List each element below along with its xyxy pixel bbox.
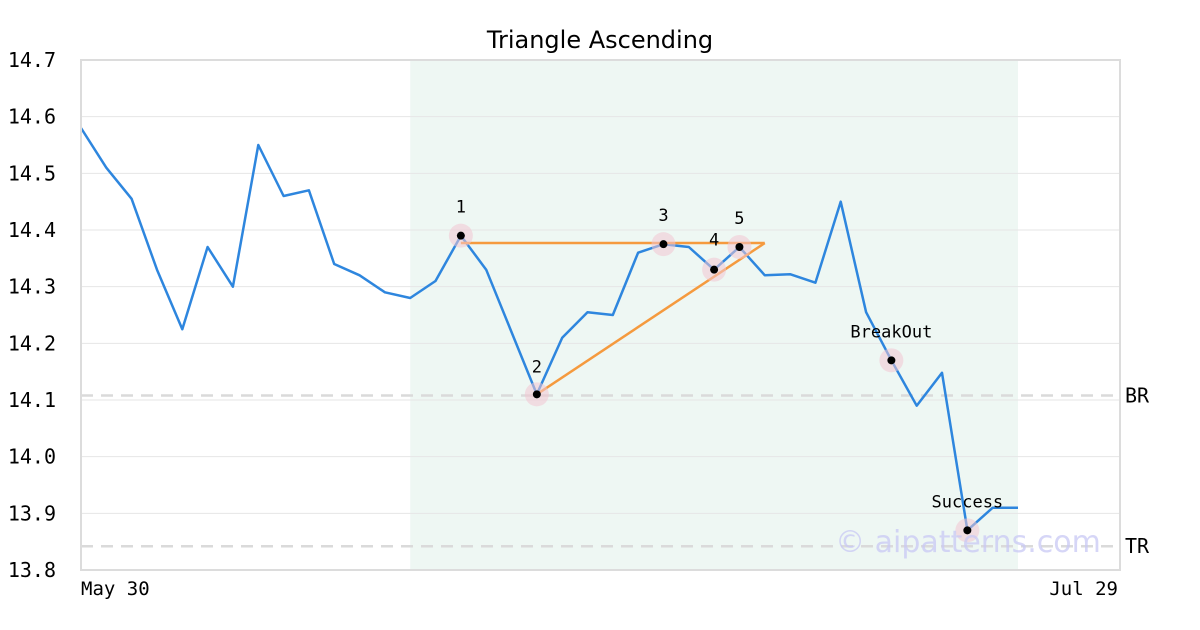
point-marker-5 bbox=[735, 243, 744, 251]
watermark: © aipatterns.com bbox=[835, 525, 1101, 560]
y-tick-label: 14.0 bbox=[8, 445, 56, 469]
point-marker-success bbox=[963, 526, 972, 535]
y-tick-label: 14.4 bbox=[8, 218, 56, 242]
level-label-tr: TR bbox=[1125, 534, 1150, 558]
point-marker-1 bbox=[456, 231, 465, 240]
pattern-region bbox=[410, 60, 1019, 570]
point-marker-3 bbox=[659, 240, 668, 249]
point-marker-breakout bbox=[887, 356, 896, 365]
point-label-success: Success bbox=[932, 492, 1004, 512]
point-marker-4 bbox=[710, 265, 719, 274]
level-label-br: BR bbox=[1125, 383, 1150, 407]
price-line bbox=[79, 127, 1018, 532]
point-label-3: 3 bbox=[658, 206, 668, 226]
point-label-2: 2 bbox=[532, 357, 542, 377]
y-tick-label: 14.1 bbox=[8, 388, 56, 412]
point-label-5: 5 bbox=[734, 209, 744, 229]
point-marker-2 bbox=[532, 390, 541, 399]
point-label-breakout: BreakOut bbox=[850, 322, 932, 342]
support-line bbox=[536, 241, 766, 396]
x-tick-label: May 30 bbox=[81, 578, 150, 600]
y-tick-label: 14.5 bbox=[8, 161, 56, 185]
chart-title: Triangle Ascending bbox=[486, 26, 713, 54]
x-tick-label: Jul 29 bbox=[1049, 578, 1118, 600]
point-label-1: 1 bbox=[456, 198, 466, 218]
y-tick-label: 14.6 bbox=[8, 105, 56, 129]
y-tick-label: 13.9 bbox=[8, 501, 56, 525]
y-tick-label: 14.7 bbox=[8, 48, 56, 72]
y-tick-label: 13.8 bbox=[8, 558, 56, 582]
plot-frame bbox=[80, 59, 1121, 571]
point-label-4: 4 bbox=[709, 231, 719, 251]
y-tick-label: 14.2 bbox=[8, 331, 56, 355]
y-tick-label: 14.3 bbox=[8, 275, 56, 299]
